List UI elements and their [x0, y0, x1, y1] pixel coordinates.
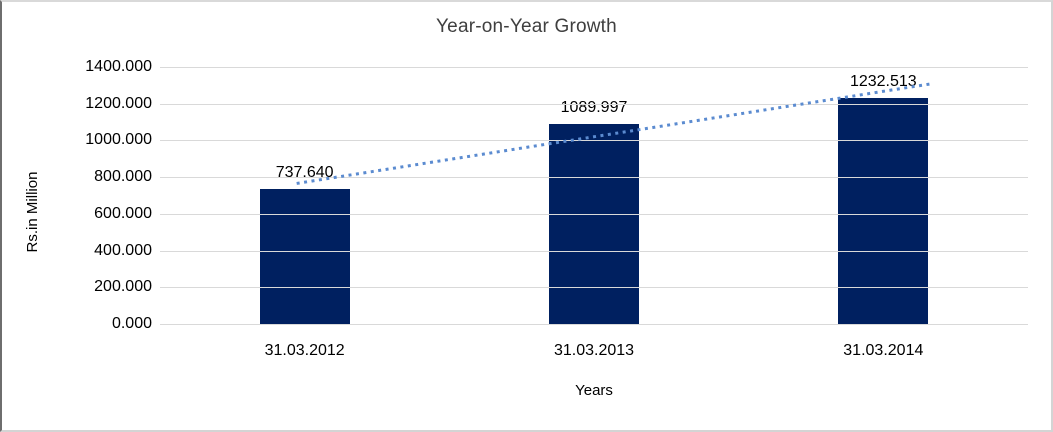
gridline: [160, 287, 1028, 289]
y-tick-label: 200.000: [94, 278, 152, 296]
bar: [549, 123, 639, 324]
gridline: [160, 177, 1028, 179]
y-tick-label: 1200.000: [85, 94, 152, 112]
gridline: [160, 324, 1028, 325]
gridline: [160, 67, 1028, 68]
bar: [259, 188, 350, 324]
gridline: [160, 213, 1028, 215]
y-tick-label: 1000.000: [85, 131, 152, 149]
gridline: [160, 250, 1028, 252]
bar-value-label: 1232.513: [849, 72, 917, 90]
x-axis-title: Years: [575, 382, 613, 399]
bar: [838, 97, 929, 324]
chart-title: Year-on-Year Growth: [436, 16, 617, 37]
x-tick-label: 31.03.2012: [264, 342, 345, 359]
x-tick-label: 31.03.2014: [843, 342, 924, 359]
bar-value-label: 1089.997: [560, 98, 628, 116]
gridline: [160, 140, 1028, 142]
x-tick-label: 31.03.2013: [553, 342, 635, 359]
y-tick-label: 600.000: [94, 204, 152, 222]
y-tick-label: 1400.000: [85, 58, 152, 75]
y-tick-label: 0.000: [111, 315, 152, 332]
gridline: [160, 103, 1028, 105]
y-tick-label: 400.000: [94, 241, 152, 259]
bar-value-label: 737.640: [275, 163, 334, 181]
y-tick-label: 800.000: [94, 168, 152, 186]
